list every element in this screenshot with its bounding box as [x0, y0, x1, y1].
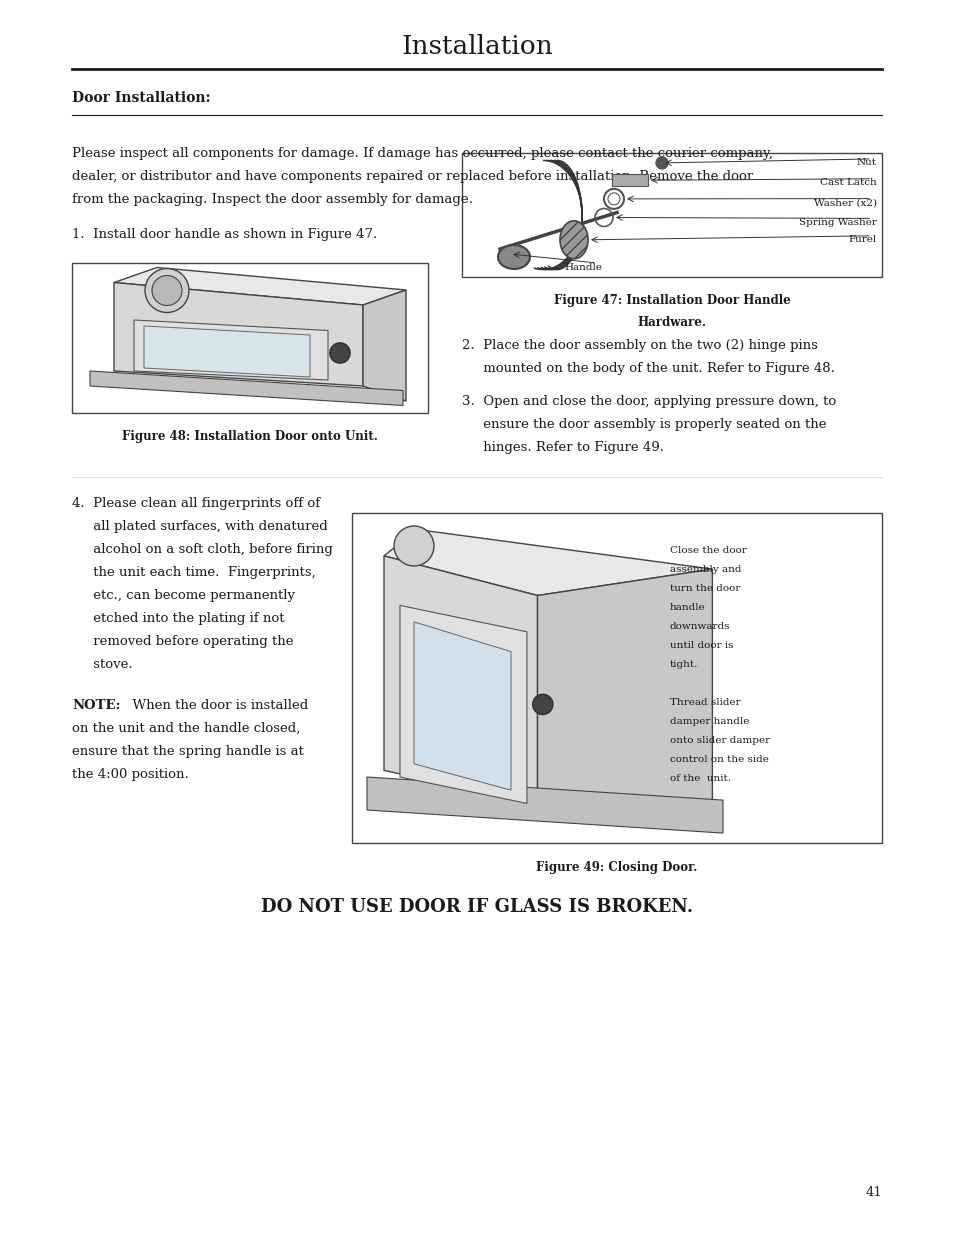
Polygon shape [367, 777, 722, 834]
Text: on the unit and the handle closed,: on the unit and the handle closed, [71, 722, 300, 735]
Text: Figure 48: Installation Door onto Unit.: Figure 48: Installation Door onto Unit. [122, 430, 377, 443]
Text: Nut: Nut [856, 158, 876, 168]
Text: Hardware.: Hardware. [637, 316, 706, 329]
Polygon shape [113, 283, 363, 387]
Text: Figure 49: Closing Door.: Figure 49: Closing Door. [536, 861, 697, 874]
Text: Washer (x2): Washer (x2) [813, 198, 876, 207]
Text: 4.  Please clean all fingerprints off of: 4. Please clean all fingerprints off of [71, 496, 320, 510]
Text: tight.: tight. [669, 659, 698, 669]
Text: DO NOT USE DOOR IF GLASS IS BROKEN.: DO NOT USE DOOR IF GLASS IS BROKEN. [261, 898, 692, 916]
Polygon shape [384, 556, 537, 804]
Text: downwards: downwards [669, 622, 730, 631]
Text: Door Installation:: Door Installation: [71, 91, 211, 105]
FancyBboxPatch shape [352, 513, 882, 844]
FancyBboxPatch shape [71, 263, 428, 412]
FancyBboxPatch shape [461, 153, 882, 277]
Polygon shape [414, 622, 511, 790]
Text: Close the door: Close the door [669, 546, 746, 555]
Text: Furel: Furel [848, 236, 876, 245]
Text: the 4:00 position.: the 4:00 position. [71, 768, 189, 781]
Text: damper handle: damper handle [669, 716, 749, 726]
Text: 1.  Install door handle as shown in Figure 47.: 1. Install door handle as shown in Figur… [71, 228, 376, 241]
Polygon shape [113, 268, 406, 305]
Ellipse shape [497, 245, 530, 269]
Text: 2.  Place the door assembly on the two (2) hinge pins: 2. Place the door assembly on the two (2… [461, 338, 817, 352]
Text: Please inspect all components for damage. If damage has occurred, please contact: Please inspect all components for damage… [71, 147, 772, 161]
Text: from the packaging. Inspect the door assembly for damage.: from the packaging. Inspect the door ass… [71, 193, 473, 206]
Polygon shape [363, 290, 406, 401]
Polygon shape [384, 530, 712, 595]
Polygon shape [537, 569, 712, 826]
Text: assembly and: assembly and [669, 564, 740, 574]
FancyBboxPatch shape [612, 174, 647, 186]
Polygon shape [144, 326, 310, 377]
Ellipse shape [559, 221, 587, 259]
Text: Installation: Installation [400, 35, 553, 59]
Text: all plated surfaces, with denatured: all plated surfaces, with denatured [71, 520, 328, 534]
Polygon shape [133, 320, 328, 380]
Circle shape [394, 526, 434, 566]
Text: of the  unit.: of the unit. [669, 774, 730, 783]
Text: stove.: stove. [71, 658, 132, 671]
Text: removed before operating the: removed before operating the [71, 635, 294, 648]
Circle shape [145, 268, 189, 312]
Text: mounted on the body of the unit. Refer to Figure 48.: mounted on the body of the unit. Refer t… [461, 362, 834, 375]
Text: etched into the plating if not: etched into the plating if not [71, 613, 284, 625]
Text: the unit each time.  Fingerprints,: the unit each time. Fingerprints, [71, 566, 315, 579]
Text: turn the door: turn the door [669, 584, 740, 593]
Circle shape [330, 343, 350, 363]
Text: Handle: Handle [563, 263, 601, 272]
Text: ensure that the spring handle is at: ensure that the spring handle is at [71, 745, 304, 758]
Text: control on the side: control on the side [669, 755, 768, 763]
Text: etc., can become permanently: etc., can become permanently [71, 589, 294, 601]
Text: Thread slider: Thread slider [669, 698, 740, 706]
Text: alcohol on a soft cloth, before firing: alcohol on a soft cloth, before firing [71, 543, 333, 556]
Text: until door is: until door is [669, 641, 733, 650]
Text: handle: handle [669, 603, 705, 613]
Polygon shape [399, 605, 526, 804]
Text: ensure the door assembly is properly seated on the: ensure the door assembly is properly sea… [461, 417, 825, 431]
Circle shape [656, 157, 667, 169]
Text: Figure 47: Installation Door Handle: Figure 47: Installation Door Handle [553, 294, 789, 308]
Text: 41: 41 [864, 1187, 882, 1199]
Polygon shape [90, 370, 402, 405]
Text: Spring Washer: Spring Washer [799, 217, 876, 227]
Text: 3.  Open and close the door, applying pressure down, to: 3. Open and close the door, applying pre… [461, 395, 836, 408]
Text: dealer, or distributor and have components repaired or replaced before installat: dealer, or distributor and have componen… [71, 170, 753, 183]
Circle shape [532, 694, 552, 714]
Text: hinges. Refer to Figure 49.: hinges. Refer to Figure 49. [461, 441, 663, 454]
Text: When the door is installed: When the door is installed [124, 699, 308, 713]
Circle shape [152, 275, 182, 305]
Text: Cast Latch: Cast Latch [820, 178, 876, 188]
Text: NOTE:: NOTE: [71, 699, 120, 713]
Text: onto slider damper: onto slider damper [669, 736, 769, 745]
